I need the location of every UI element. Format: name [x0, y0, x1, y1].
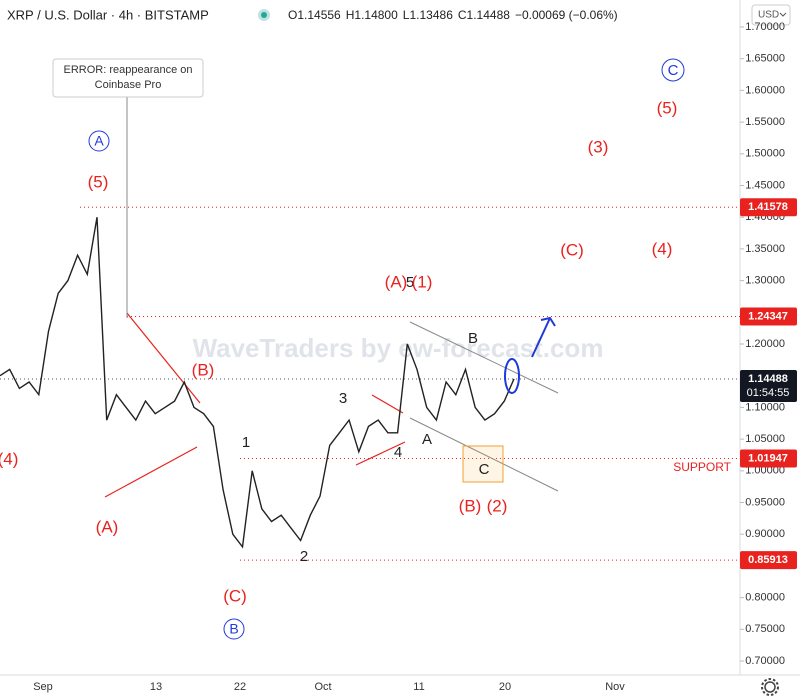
trend-lines — [104, 312, 406, 498]
y-tick-label: 1.60000 — [745, 84, 785, 96]
status-dot — [261, 12, 267, 18]
level-tag — [740, 307, 797, 326]
change: −0.00069 (−0.06%) — [515, 8, 618, 22]
x-tick-label: Oct — [314, 681, 331, 693]
level-tag — [740, 198, 797, 217]
ohlc-value: 1.13486 — [409, 8, 453, 22]
wave-label: 3 — [339, 390, 347, 407]
currency-button[interactable] — [751, 4, 791, 26]
y-tick-label: 1.10000 — [745, 401, 785, 413]
x-tick-label: Nov — [605, 681, 625, 693]
highlight-box — [462, 445, 504, 483]
wave-label: (3) — [588, 137, 609, 156]
y-tick-label: 1.45000 — [745, 179, 785, 191]
y-tick-label: 1.35000 — [745, 243, 785, 255]
settings-icon[interactable] — [761, 678, 779, 696]
y-tick-label: 1.00000 — [745, 465, 785, 477]
ohlc-value: 1.14800 — [354, 8, 398, 22]
error-note: Coinbase Pro — [95, 79, 162, 91]
x-tick-label: 22 — [234, 681, 246, 693]
y-tick-label: 0.70000 — [745, 655, 785, 667]
ohlc-value: 1.14488 — [467, 8, 511, 22]
y-tick-label: 0.95000 — [745, 496, 785, 508]
level-tag — [740, 449, 797, 468]
wave-label: B — [468, 330, 478, 347]
current-price-tag — [740, 369, 797, 402]
ohlc-value: 1.14556 — [297, 8, 341, 22]
support-label: SUPPORT — [673, 460, 731, 474]
current-price-label: 1.14488 — [748, 373, 788, 385]
wave-label: 5 — [406, 274, 414, 291]
wave-label: 4 — [394, 444, 402, 461]
wave-label: (1) — [412, 272, 433, 291]
wave-label: B — [229, 621, 238, 637]
ohlc-key: O — [288, 8, 297, 22]
level-label: 1.01947 — [748, 452, 788, 464]
wave-label: (4) — [652, 239, 673, 258]
wave-label: 1 — [242, 434, 250, 451]
level-tag — [740, 551, 797, 570]
y-tick-label: 1.20000 — [745, 338, 785, 350]
watermark: WaveTraders by ew-forecast.com — [193, 333, 604, 363]
ohlc-key: L — [403, 8, 410, 22]
price-line — [0, 217, 515, 549]
countdown: 01:54:55 — [747, 387, 790, 399]
wave-label: (5) — [657, 98, 678, 117]
channel — [409, 321, 559, 492]
x-tick-label: 11 — [413, 681, 424, 693]
wave-label: (5) — [88, 172, 109, 191]
wave-label: A — [94, 133, 104, 149]
y-tick-label: 1.65000 — [745, 53, 785, 65]
x-tick-label: 20 — [499, 681, 511, 693]
wave-label: (4) — [0, 449, 18, 468]
x-tick-label: Sep — [33, 681, 53, 693]
y-tick-label: 0.80000 — [745, 592, 785, 604]
ohlc-key: C — [458, 8, 467, 22]
error-note: ERROR: reappearance on — [63, 64, 192, 76]
wave-label: C — [668, 62, 679, 79]
y-tick-label: 1.55000 — [745, 116, 785, 128]
ohlc-key: H — [346, 8, 355, 22]
wave-label: (A) — [96, 517, 119, 536]
highlight-ellipse — [504, 358, 520, 394]
y-tick-label: 1.30000 — [745, 275, 785, 287]
wave-label: A — [422, 431, 432, 448]
wave-label: (2) — [487, 496, 508, 515]
wave-label: (B) — [192, 360, 215, 379]
level-label: 1.41578 — [748, 201, 788, 213]
arrow — [531, 316, 556, 358]
y-tick-label: 0.75000 — [745, 623, 785, 635]
symbol: XRP / U.S. Dollar · 4h · BITSTAMP — [7, 7, 209, 22]
wave-label: C — [479, 461, 490, 478]
y-tick-label: 0.90000 — [745, 528, 785, 540]
wave-circle — [88, 130, 110, 152]
y-tick-label: 1.05000 — [745, 433, 785, 445]
wave-label: (A) — [385, 272, 408, 291]
level-label: 1.24347 — [748, 310, 788, 322]
wave-label: (B) — [459, 496, 482, 515]
level-label: 0.85913 — [748, 554, 788, 566]
dropdown-caret — [779, 12, 787, 17]
x-tick-label: 13 — [150, 681, 162, 693]
wave-label: (C) — [223, 586, 247, 605]
wave-label: 2 — [300, 548, 308, 565]
error-note-box — [52, 58, 204, 98]
currency[interactable]: USD — [758, 10, 779, 21]
wave-circle — [223, 618, 245, 640]
y-tick-label: 1.50000 — [745, 148, 785, 160]
wave-circle — [661, 58, 685, 82]
wave-label: (C) — [560, 240, 584, 259]
y-tick-label: 1.70000 — [745, 21, 785, 33]
